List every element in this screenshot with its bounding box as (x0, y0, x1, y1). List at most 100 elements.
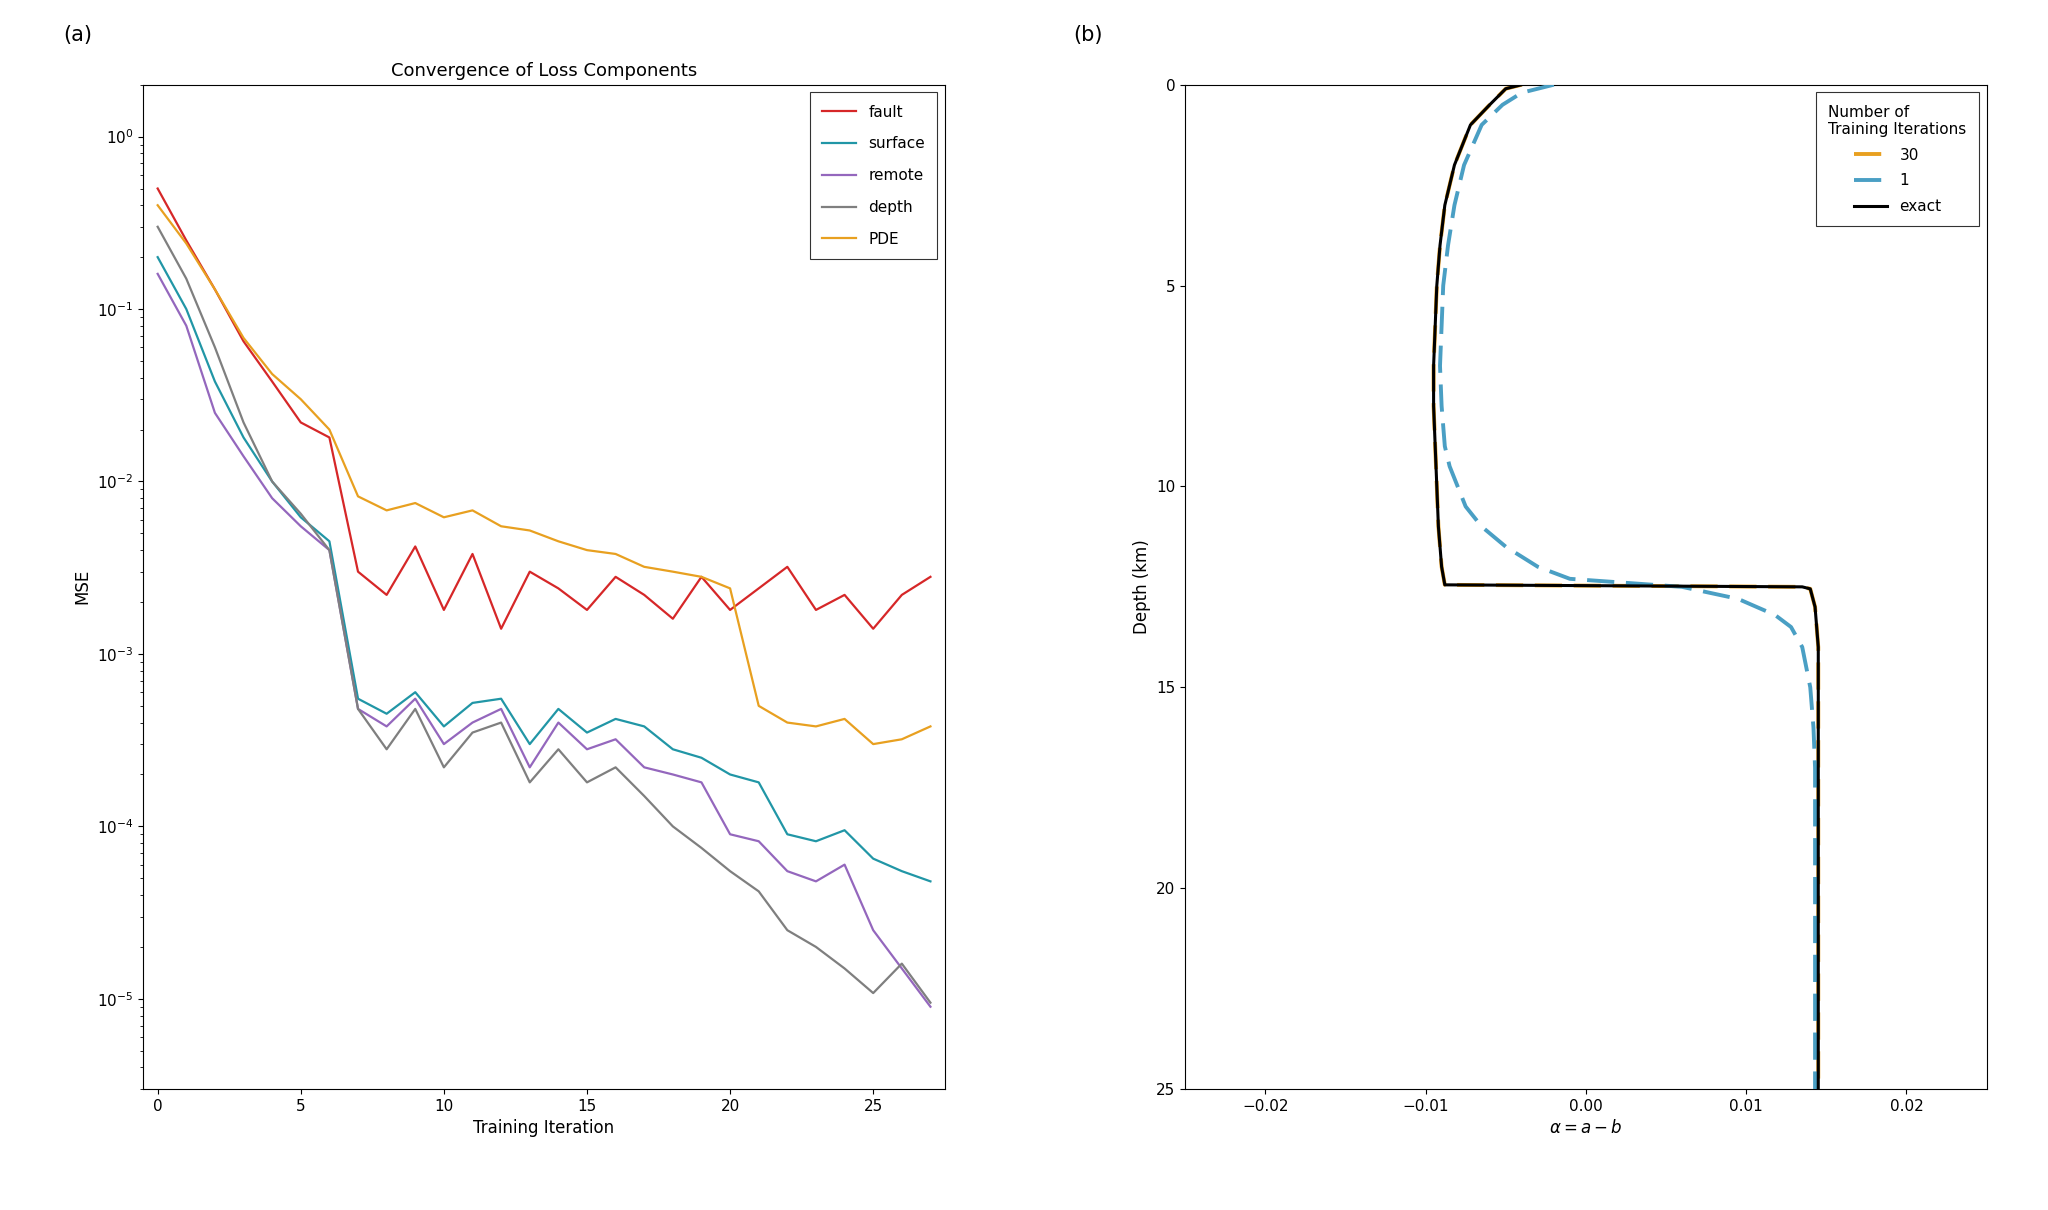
30 (1442, 157, 1466, 172)
exact (1425, 278, 1450, 293)
1 (1802, 760, 1827, 774)
surface (317, 534, 342, 548)
1 (1800, 720, 1825, 734)
exact (1806, 1042, 1831, 1056)
X-axis label: $\alpha = a - b$: $\alpha = a - b$ (1548, 1119, 1622, 1137)
exact (1509, 77, 1534, 92)
remote (774, 864, 799, 878)
30 (1423, 318, 1448, 333)
PDE (289, 392, 313, 407)
30 (1806, 921, 1831, 935)
fault (575, 603, 600, 617)
depth (375, 742, 399, 756)
30 (1421, 399, 1446, 414)
30 (1806, 841, 1831, 855)
depth (174, 271, 199, 286)
30 (1802, 600, 1827, 615)
1 (1454, 500, 1479, 514)
depth (831, 961, 856, 975)
exact (1802, 600, 1827, 615)
30 (1806, 881, 1831, 895)
exact (1806, 1082, 1831, 1096)
Line: exact: exact (1434, 85, 1819, 1089)
exact (1477, 98, 1501, 113)
PDE (633, 559, 657, 574)
PDE (432, 511, 457, 525)
exact (1806, 720, 1831, 734)
1 (1446, 479, 1470, 494)
exact (1806, 921, 1831, 935)
remote (489, 702, 514, 716)
remote (604, 732, 629, 747)
fault (803, 603, 827, 617)
30 (1806, 720, 1831, 734)
surface (690, 750, 715, 765)
30 (1806, 680, 1831, 695)
PDE (203, 282, 227, 296)
PDE (575, 543, 600, 558)
30 (1458, 117, 1483, 132)
30 (1806, 1042, 1831, 1056)
X-axis label: Training Iteration: Training Iteration (473, 1119, 614, 1137)
30 (1790, 580, 1815, 594)
fault (289, 415, 313, 430)
fault (231, 334, 256, 348)
fault (518, 564, 543, 578)
depth (203, 340, 227, 355)
depth (461, 725, 485, 739)
Text: (a): (a) (63, 24, 92, 45)
PDE (717, 581, 741, 595)
1 (1726, 592, 1751, 606)
surface (518, 737, 543, 751)
remote (860, 923, 885, 938)
depth (745, 885, 770, 899)
remote (231, 449, 256, 463)
fault (432, 603, 457, 617)
1 (1802, 841, 1827, 855)
exact (1806, 640, 1831, 655)
exact (1423, 318, 1448, 333)
remote (889, 961, 913, 975)
depth (289, 507, 313, 522)
1 (1493, 540, 1518, 554)
fault (889, 588, 913, 603)
depth (604, 760, 629, 774)
exact (1458, 117, 1483, 132)
Text: (b): (b) (1073, 24, 1102, 45)
PDE (690, 570, 715, 584)
depth (803, 940, 827, 955)
PDE (518, 523, 543, 537)
1 (1427, 358, 1452, 373)
exact (1442, 157, 1466, 172)
Line: surface: surface (158, 258, 930, 881)
30 (1421, 358, 1446, 373)
exact (1806, 801, 1831, 816)
surface (889, 864, 913, 878)
30 (1432, 198, 1456, 213)
exact (1423, 439, 1448, 454)
exact (1421, 358, 1446, 373)
1 (1763, 607, 1788, 622)
depth (889, 956, 913, 970)
Line: fault: fault (158, 189, 930, 629)
exact (1432, 577, 1456, 592)
surface (633, 719, 657, 733)
surface (260, 474, 285, 489)
1 (1468, 117, 1493, 132)
30 (1427, 238, 1452, 253)
1 (1780, 620, 1804, 634)
exact (1790, 580, 1815, 594)
1 (1798, 680, 1823, 695)
PDE (489, 519, 514, 534)
exact (1427, 238, 1452, 253)
depth (260, 474, 285, 489)
exact (1806, 961, 1831, 975)
remote (260, 491, 285, 506)
surface (489, 691, 514, 705)
1 (1491, 98, 1516, 113)
exact (1798, 582, 1823, 597)
fault (918, 570, 942, 584)
exact (1806, 841, 1831, 855)
1 (1542, 77, 1567, 92)
exact (1806, 760, 1831, 774)
